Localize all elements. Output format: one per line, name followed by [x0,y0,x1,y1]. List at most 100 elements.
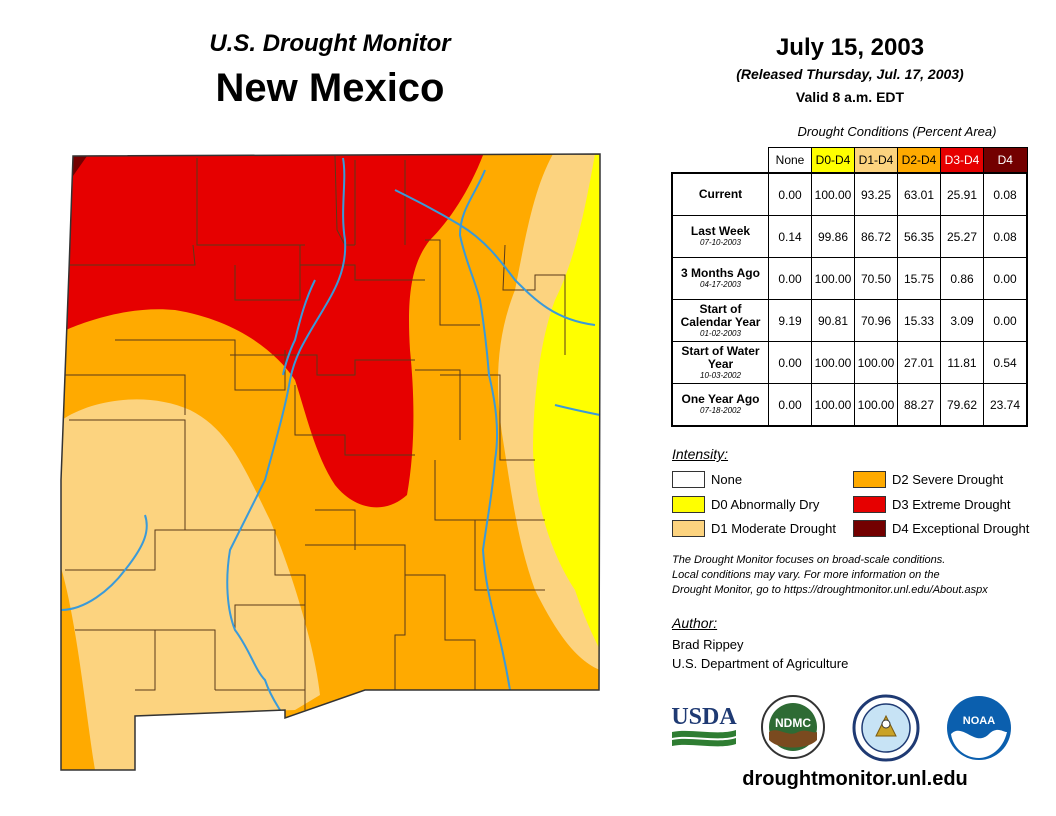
legend-swatch [853,520,886,538]
legend-item: D4 Exceptional Drought [853,519,1030,538]
col-header: D3-D4 [940,147,984,174]
row-label-text: Current [698,187,743,201]
cell: 0.00 [983,299,1028,342]
cell: 100.00 [811,341,855,384]
row-label-text: Last Week [690,224,751,238]
legend-label: None [711,472,743,488]
cell: 100.00 [811,172,855,216]
cell: 0.08 [983,215,1028,258]
cell: 79.62 [940,383,984,427]
ndmc-logo[interactable]: NDMC [758,694,828,760]
col-header: D1-D4 [854,147,898,174]
table-corner [672,148,769,174]
col-header: D0-D4 [811,147,855,174]
legend-swatch [672,471,705,489]
table-row: One Year Ago 07-18-2002 0.00 100.00 100.0… [671,383,1028,427]
map-title: New Mexico [215,66,445,110]
rio-grande [226,157,347,711]
map-subtitle: U.S. Drought Monitor [209,30,451,57]
usda-logo[interactable]: USDA [670,700,738,750]
map-date: July 15, 2003 [775,34,925,61]
canadian-east [554,404,601,416]
table-row: Start of Calendar Year 01-02-2003 9.19 90… [671,299,1028,342]
cell: 15.75 [897,257,941,300]
cell: 63.01 [897,172,941,216]
row-date: 07-10-2003 [700,238,741,247]
legend-label: D2 Severe Drought [892,472,1004,488]
legend-item: None [672,470,743,489]
zone-d0-east [533,154,600,650]
rivers [60,157,601,711]
website-link[interactable]: droughtmonitor.unl.edu [742,768,968,790]
legend-title: Intensity: [672,446,729,462]
cell: 27.01 [897,341,941,384]
legend-label: D4 Exceptional Drought [892,521,1030,537]
legend-item: D2 Severe Drought [853,470,1004,489]
cell: 0.14 [768,215,812,258]
row-label: Start of Water Year 10-03-2002 [671,341,769,384]
col-header: D2-D4 [897,147,941,174]
zone-d1-southwest [61,399,320,770]
col-header: None [768,147,812,174]
drought-stats-table: None D0-D4 D1-D4 D2-D4 D3-D4 D4 Current … [671,147,1028,427]
table-row: Current 0.00 100.00 93.25 63.01 25.91 0.… [671,172,1028,216]
cell: 100.00 [854,341,898,384]
cell: 0.54 [983,341,1028,384]
cell: 70.50 [854,257,898,300]
cell: 70.96 [854,299,898,342]
legend-swatch [853,496,886,514]
cell: 100.00 [811,257,855,300]
col-header: D4 [983,147,1028,174]
new-mexico-drought-map [60,153,601,771]
author-title: Author: [672,615,718,631]
noaa-logo[interactable]: NOAA [945,694,1013,762]
row-date: 01-02-2003 [700,328,741,338]
cell: 3.09 [940,299,984,342]
row-date: 10-03-2002 [700,370,741,380]
legend-swatch [853,471,886,489]
table-row: 3 Months Ago 04-17-2003 0.00 100.00 70.50… [671,257,1028,300]
cell: 100.00 [854,383,898,427]
table-caption: Drought Conditions (Percent Area) [797,124,997,139]
legend-item: D0 Abnormally Dry [672,495,819,514]
zone-d3 [61,154,485,508]
usda-logo-text: USDA [671,704,737,730]
valid-time: Valid 8 a.m. EDT [795,89,905,105]
legend-label: D3 Extreme Drought [892,497,1011,513]
cell: 23.74 [983,383,1028,427]
cell: 99.86 [811,215,855,258]
county-lines [65,155,566,710]
row-label: Current [671,172,769,216]
commerce-logo[interactable] [852,694,920,762]
release-date: (Released Thursday, Jul. 17, 2003) [736,66,964,82]
disclaimer-line: Drought Monitor, go to https://droughtmo… [672,584,988,596]
ndmc-logo-text: NDMC [775,716,811,730]
cell: 9.19 [768,299,812,342]
pecos-river [459,169,511,691]
disclaimer-line: Local conditions may vary. For more info… [672,569,940,581]
legend-swatch [672,496,705,514]
legend-swatch [672,520,705,538]
cell: 15.33 [897,299,941,342]
legend-label: D1 Moderate Drought [711,521,837,537]
legend-item: D3 Extreme Drought [853,495,1011,514]
noaa-logo-text: NOAA [963,715,995,727]
row-date: 04-17-2003 [700,280,741,289]
cell: 0.00 [768,341,812,384]
disclaimer: The Drought Monitor focuses on broad-sca… [672,553,1052,598]
zone-d4 [73,156,87,176]
cell: 0.00 [768,383,812,427]
gila-river [60,514,148,611]
cell: 0.00 [768,172,812,216]
row-date: 07-18-2002 [700,406,741,415]
row-label-text: Start of Calendar Year [680,301,761,329]
cell: 11.81 [940,341,984,384]
san-juan-river [282,279,316,376]
row-label-text: 3 Months Ago [681,266,760,280]
cell: 0.00 [768,257,812,300]
author-org: U.S. Department of Agriculture [672,656,849,671]
disclaimer-line: The Drought Monitor focuses on broad-sca… [672,554,946,566]
row-label: Last Week 07-10-2003 [671,215,769,258]
canadian-river [394,189,596,326]
legend-item: D1 Moderate Drought [672,519,837,538]
